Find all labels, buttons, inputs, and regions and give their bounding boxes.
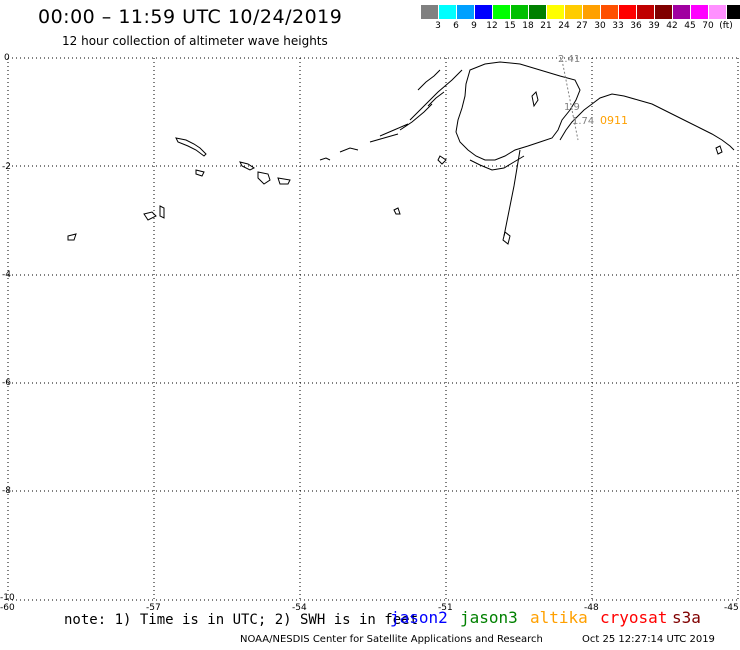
legend-label: 42	[666, 21, 678, 31]
legend-label: 39	[648, 21, 660, 31]
legend-swatch	[709, 5, 727, 19]
wave-height-color-legend	[421, 5, 740, 19]
altimeter-track: 2.41 1.9 1.74 0911	[558, 54, 628, 141]
small-island-b	[437, 155, 447, 165]
legend-swatch	[475, 5, 493, 19]
legend-label: 33	[612, 21, 624, 31]
page-subtitle: 12 hour collection of altimeter wave hei…	[62, 34, 328, 48]
legend-label: 15	[504, 21, 516, 31]
footer-note: note: 1) Time is in UTC; 2) SWH is in fe…	[64, 612, 419, 628]
sat-altika: altika	[530, 608, 588, 627]
legend-swatch	[493, 5, 511, 19]
eastern-coast	[559, 93, 735, 151]
lat-label-minus8: -8	[2, 486, 11, 496]
marajo-island-outline	[455, 61, 581, 161]
legend-label: 3	[435, 21, 441, 31]
legend-swatch	[727, 5, 740, 19]
legend-swatch	[673, 5, 691, 19]
sat-s3a: s3a	[672, 608, 701, 627]
credit-line: NOAA/NESDIS Center for Satellite Applica…	[240, 634, 543, 645]
legend-swatch	[457, 5, 475, 19]
track-time-label: 0911	[600, 114, 628, 127]
sat-cryosat: cryosat	[600, 608, 668, 627]
legend-swatch	[601, 5, 619, 19]
lon-label-minus45: -45	[724, 603, 739, 613]
para-coast-south	[503, 149, 521, 237]
legend-label: 18	[522, 21, 534, 31]
coastline	[319, 61, 735, 245]
islet-2	[715, 145, 723, 155]
lat-label-minus6: -6	[2, 378, 11, 388]
legend-swatch	[529, 5, 547, 19]
lon-label-minus51: -51	[438, 603, 453, 613]
legend-label: 70	[702, 21, 714, 31]
legend-swatch	[691, 5, 709, 19]
lon-label-minus54: -54	[292, 603, 307, 613]
shore-west-2	[339, 147, 359, 153]
legend-label: 21	[540, 21, 552, 31]
legend-swatch	[421, 5, 439, 19]
legend-swatch	[511, 5, 529, 19]
legend-swatch	[637, 5, 655, 19]
legend-swatch	[583, 5, 601, 19]
lat-label-minus2: -2	[2, 162, 11, 172]
legend-label: 30	[594, 21, 606, 31]
legend-label: 12	[486, 21, 498, 31]
estuary-inlet	[469, 155, 525, 171]
lon-label-minus48: -48	[584, 603, 599, 613]
legend-label: 9	[471, 21, 477, 31]
lat-label-minus10: -10	[0, 593, 15, 603]
lat-label-0: 0	[4, 53, 10, 63]
legend-label: 24	[558, 21, 570, 31]
legend-swatch	[655, 5, 673, 19]
map-grid	[7, 57, 739, 601]
small-inlet-1	[531, 91, 539, 108]
legend-label: 36	[630, 21, 642, 31]
sat-jason3: jason3	[460, 608, 518, 627]
legend-label: 27	[576, 21, 588, 31]
shore-west-1	[319, 157, 331, 161]
legend-swatch	[565, 5, 583, 19]
amazon-channel-islands	[369, 69, 463, 143]
legend-label: (ft)	[719, 21, 733, 31]
islet-1	[393, 207, 401, 215]
legend-swatch	[619, 5, 637, 19]
legend-swatch	[547, 5, 565, 19]
track-value-1-9: 1.9	[564, 102, 580, 113]
legend-label: 6	[453, 21, 459, 31]
track-value-1-74: 1.74	[572, 116, 594, 127]
legend-label: 45	[684, 21, 696, 31]
west-islands	[67, 137, 291, 241]
legend-swatch	[439, 5, 457, 19]
lon-label-minus57: -57	[146, 603, 161, 613]
page-title: 00:00 – 11:59 UTC 10/24/2019	[38, 6, 343, 28]
sat-jason2: jason2	[390, 608, 448, 627]
lat-label-minus4: -4	[2, 270, 11, 280]
generation-timestamp: Oct 25 12:27:14 UTC 2019	[582, 634, 715, 645]
track-value-2-41: 2.41	[558, 54, 580, 65]
lon-label-minus60: -60	[0, 603, 15, 613]
small-island-a	[502, 231, 511, 245]
legend-labels: 3 6 9 12 15 18 21 24 27 30 33 36 39 42 45 70 (ft)	[421, 21, 740, 33]
